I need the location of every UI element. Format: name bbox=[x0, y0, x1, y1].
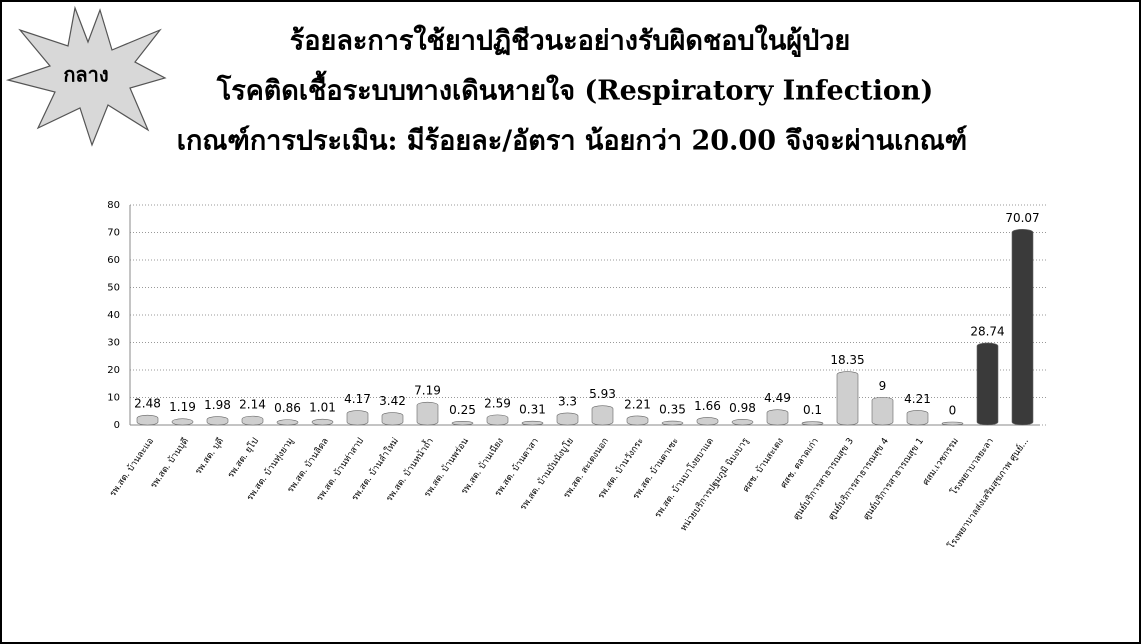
bar bbox=[766, 409, 789, 426]
value-label: 0.31 bbox=[519, 403, 546, 417]
bar bbox=[626, 415, 649, 426]
y-tick-label: 10 bbox=[107, 393, 120, 404]
bar bbox=[486, 414, 509, 426]
bar bbox=[976, 342, 999, 426]
value-label: 2.21 bbox=[624, 397, 651, 411]
chart-title: โรคติดเชื้อระบบทางเดินหายใจ (Respiratory… bbox=[216, 70, 934, 107]
value-label: 70.07 bbox=[1005, 211, 1039, 225]
value-label: 1.66 bbox=[694, 399, 721, 413]
bar bbox=[276, 419, 299, 426]
chart-title: ร้อยละการใช้ยาปฏิชีวนะอย่างรับผิดชอบในผู… bbox=[290, 25, 850, 58]
value-label: 2.48 bbox=[134, 397, 161, 411]
y-tick-label: 30 bbox=[107, 338, 120, 349]
value-label: 1.19 bbox=[169, 400, 196, 414]
value-label: 2.14 bbox=[239, 398, 266, 412]
y-tick-label: 40 bbox=[107, 310, 120, 321]
value-label: 2.59 bbox=[484, 396, 511, 410]
y-tick-label: 20 bbox=[107, 365, 120, 376]
value-label: 0.25 bbox=[449, 403, 476, 417]
bar bbox=[871, 396, 894, 426]
value-label: 4.17 bbox=[344, 392, 371, 406]
bar bbox=[696, 417, 719, 426]
bar bbox=[171, 418, 194, 426]
value-label: 7.19 bbox=[414, 384, 441, 398]
value-label: 3.42 bbox=[379, 394, 406, 408]
chart-title: เกณฑ์การประเมิน: มีร้อยละ/อัตรา น้อยกว่า… bbox=[177, 125, 967, 157]
value-label: 1.98 bbox=[204, 398, 231, 412]
bar bbox=[591, 405, 614, 426]
value-label: 9 bbox=[879, 379, 887, 393]
bar bbox=[836, 371, 859, 426]
value-label: 5.93 bbox=[589, 387, 616, 401]
bar bbox=[801, 421, 824, 426]
y-tick-label: 80 bbox=[107, 200, 120, 211]
value-label: 0.1 bbox=[803, 403, 822, 417]
bar bbox=[731, 419, 754, 426]
bar bbox=[1011, 229, 1034, 426]
bar bbox=[241, 415, 264, 426]
value-label: 28.74 bbox=[970, 324, 1004, 338]
y-tick-label: 60 bbox=[107, 255, 120, 266]
bar bbox=[346, 410, 369, 426]
value-label: 3.3 bbox=[558, 394, 577, 408]
bar bbox=[941, 421, 964, 426]
bar bbox=[556, 412, 579, 426]
value-label: 4.49 bbox=[764, 391, 791, 405]
value-label: 0.86 bbox=[274, 401, 301, 415]
bar bbox=[381, 412, 404, 426]
badge-label: กลาง bbox=[63, 63, 108, 87]
badge-star bbox=[5, 5, 167, 147]
bar bbox=[661, 420, 684, 426]
bar bbox=[521, 420, 544, 426]
bar bbox=[451, 421, 474, 426]
value-label: 0 bbox=[949, 404, 957, 418]
value-label: 1.01 bbox=[309, 401, 336, 415]
y-tick-label: 50 bbox=[107, 283, 120, 294]
bar bbox=[206, 416, 229, 426]
bar bbox=[136, 414, 159, 426]
bar bbox=[311, 418, 334, 426]
value-label: 0.98 bbox=[729, 401, 756, 415]
value-label: 0.35 bbox=[659, 403, 686, 417]
bar bbox=[906, 410, 929, 426]
bar bbox=[416, 401, 439, 426]
y-tick-label: 70 bbox=[107, 228, 120, 239]
value-label: 18.35 bbox=[830, 353, 864, 367]
value-label: 4.21 bbox=[904, 392, 931, 406]
y-tick-label: 0 bbox=[114, 420, 120, 431]
